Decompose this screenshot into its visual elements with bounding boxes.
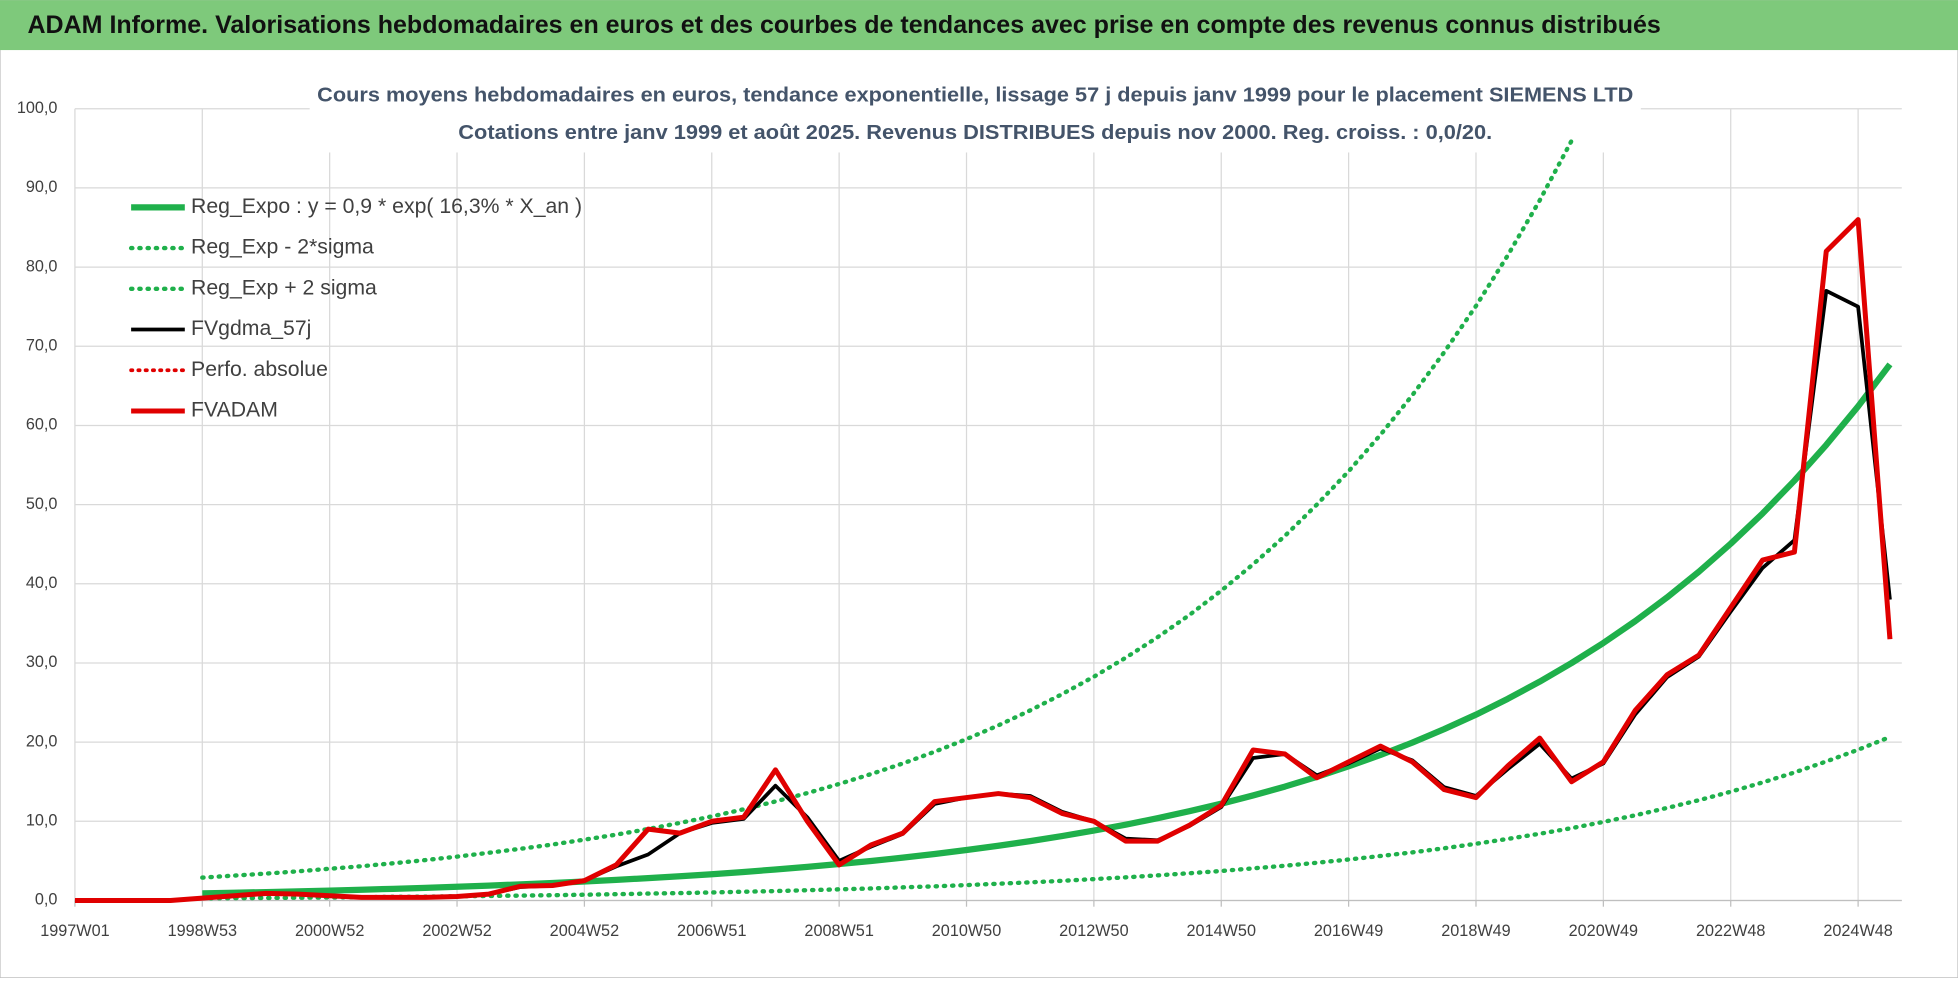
header-bar	[0, 0, 1958, 51]
legend-label: Reg_Exp + 2 sigma	[191, 276, 377, 299]
x-tick-label: 2016W49	[1314, 922, 1383, 940]
x-tick-label: 2022W48	[1696, 922, 1765, 940]
x-tick-label: 2012W50	[1059, 922, 1128, 940]
series-line	[200, 138, 1574, 880]
x-tick-label: 2018W49	[1441, 922, 1510, 940]
y-tick-label: 20,0	[26, 732, 58, 750]
legend-label: FVgdma_57j	[191, 317, 311, 340]
x-tick-label: 1998W53	[168, 922, 237, 940]
y-tick-label: 10,0	[26, 812, 58, 830]
legend-label: Reg_Expo : y = 0,9 * exp( 16,3% * X_an )	[191, 195, 582, 218]
legend-label: Perfo. absolue	[191, 358, 328, 381]
x-tick-label: 2002W52	[422, 922, 491, 940]
series-line	[74, 217, 1893, 903]
y-tick-label: 70,0	[26, 337, 58, 355]
legend-label: Reg_Exp - 2*sigma	[191, 236, 374, 259]
y-tick-label: 90,0	[26, 178, 58, 196]
x-tick-label: 2000W52	[295, 922, 364, 940]
y-tick-label: 60,0	[26, 416, 58, 434]
x-tick-label: 2020W49	[1569, 922, 1638, 940]
x-tick-label: 2004W52	[550, 922, 619, 940]
x-tick-label: 2014W50	[1187, 922, 1256, 940]
series-line	[202, 362, 1893, 897]
header-title: ADAM Informe. Valorisations hebdomadaire…	[27, 11, 1660, 39]
y-tick-label: 50,0	[26, 495, 58, 513]
chart-title: Cours moyens hebdomadaires en euros, ten…	[317, 85, 1633, 107]
y-tick-label: 30,0	[26, 653, 58, 671]
x-tick-label: 2006W51	[677, 922, 746, 940]
x-tick-label: 2010W50	[932, 922, 1001, 940]
x-tick-label: 2024W48	[1823, 922, 1892, 940]
y-tick-label: 80,0	[26, 257, 58, 275]
x-tick-label: 1997W01	[40, 922, 109, 940]
legend-label: FVADAM	[191, 399, 278, 422]
y-tick-label: 0,0	[35, 891, 58, 909]
chart-subtitle: Cotations entre janv 1999 et août 2025. …	[458, 122, 1492, 144]
y-tick-label: 40,0	[26, 574, 58, 592]
x-tick-label: 2008W51	[804, 922, 873, 940]
y-tick-label: 100,0	[17, 99, 58, 117]
title-backdrop	[309, 77, 1641, 153]
